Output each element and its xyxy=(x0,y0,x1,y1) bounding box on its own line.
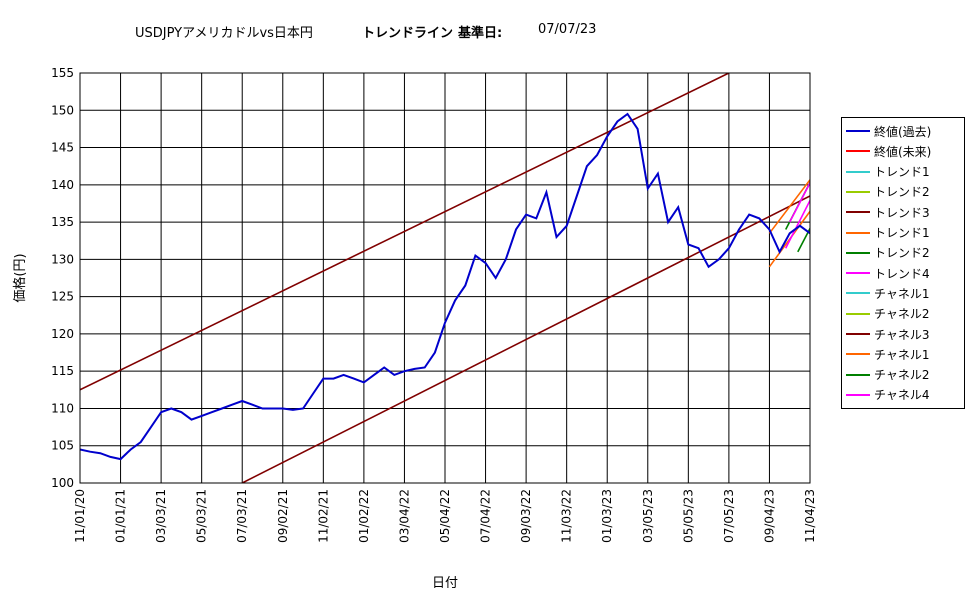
chart-title: USDJPYアメリカドルvs日本円 xyxy=(135,26,313,41)
x-axis-label: 日付 xyxy=(432,576,458,591)
x-tick-label: 11/02/21 xyxy=(316,489,330,543)
y-tick-label: 115 xyxy=(51,364,74,378)
base-date-label: 基準日: xyxy=(458,26,503,41)
legend-item: チャネル1 xyxy=(846,345,930,363)
legend-swatch xyxy=(846,251,870,254)
plot-lines xyxy=(80,73,810,483)
base-date: 07/07/23 xyxy=(538,22,597,37)
x-tick-label: 09/03/22 xyxy=(519,489,533,543)
y-tick-label: 130 xyxy=(51,252,74,266)
legend-label: トレンド3 xyxy=(874,205,930,220)
grid-lines xyxy=(79,72,811,484)
legend-label: トレンド2 xyxy=(874,246,930,261)
x-tick-label: 01/01/21 xyxy=(114,489,128,543)
y-tick-label: 110 xyxy=(51,401,74,415)
legend-label: チャネル1 xyxy=(874,286,930,301)
x-tick-label: 11/04/23 xyxy=(803,489,817,543)
y-tick-label: 150 xyxy=(51,103,74,117)
x-tick-label: 05/05/23 xyxy=(681,489,695,543)
legend-label: トレンド1 xyxy=(874,165,930,180)
y-tick-label: 145 xyxy=(51,141,74,155)
legend-item: トレンド2 xyxy=(846,244,930,262)
series-line-10 xyxy=(241,195,810,483)
legend-label: トレンド4 xyxy=(874,266,930,281)
series-line-0 xyxy=(80,112,810,461)
legend-swatch xyxy=(846,312,870,315)
series-line-11 xyxy=(768,178,810,234)
legend-swatch xyxy=(846,190,870,193)
chart-subtitle: トレンドライン xyxy=(362,26,454,41)
x-tick-label: 07/04/22 xyxy=(479,489,493,543)
legend-label: 終値(未来) xyxy=(874,144,932,159)
legend-item: チャネル4 xyxy=(846,386,930,404)
legend-swatch xyxy=(846,272,870,275)
series-line-7 xyxy=(784,198,810,249)
x-tick-label: 05/03/21 xyxy=(195,489,209,543)
y-tick-label: 120 xyxy=(51,327,74,341)
series-line-13 xyxy=(788,181,810,223)
legend-label: トレンド1 xyxy=(874,226,930,240)
y-tick-label: 100 xyxy=(51,476,74,490)
legend-swatch xyxy=(846,150,870,153)
legend-swatch xyxy=(846,393,870,396)
x-tick-label: 03/05/23 xyxy=(641,489,655,543)
legend-label: チャネル2 xyxy=(874,307,930,322)
x-tick-label: 11/03/22 xyxy=(560,489,574,543)
x-tick-label: 09/04/23 xyxy=(762,489,776,543)
legend-swatch xyxy=(846,231,870,234)
legend-swatch xyxy=(846,333,870,335)
x-tick-label: 07/03/21 xyxy=(235,489,249,543)
legend-item: トレンド3 xyxy=(846,203,930,221)
legend-label: 終値(過去) xyxy=(874,124,932,139)
legend-label: チャネル4 xyxy=(874,388,930,403)
legend-label: トレンド2 xyxy=(874,185,930,200)
plot-frame xyxy=(79,72,811,484)
legend-item: チャネル2 xyxy=(846,366,930,384)
legend-label: チャネル1 xyxy=(874,347,930,362)
x-tick-label: 09/02/21 xyxy=(276,489,290,543)
legend-swatch xyxy=(846,292,870,295)
y-tick-label: 155 xyxy=(51,66,74,80)
legend-item: トレンド1 xyxy=(846,163,930,181)
legend-label: チャネル2 xyxy=(874,368,930,383)
x-tick-label: 01/03/23 xyxy=(600,489,614,543)
x-tick-label: 11/01/20 xyxy=(73,489,87,543)
x-tick-label: 03/04/22 xyxy=(397,489,411,543)
x-tick-label: 01/02/22 xyxy=(357,489,371,543)
x-tick-label: 05/04/22 xyxy=(438,489,452,543)
legend-label: チャネル3 xyxy=(874,327,930,342)
y-tick-label: 105 xyxy=(51,439,74,453)
y-tick-label: 125 xyxy=(51,290,74,304)
legend-swatch xyxy=(846,353,870,356)
y-tick-label: 140 xyxy=(51,178,74,192)
legend-item: トレンド2 xyxy=(846,183,930,201)
legend-swatch xyxy=(846,170,870,173)
legend-item: 終値(過去) xyxy=(846,122,931,140)
legend-item: トレンド4 xyxy=(846,264,930,282)
legend-swatch xyxy=(846,373,870,376)
x-tick-label: 07/05/23 xyxy=(722,489,736,543)
legend: 終値(過去) 終値(未来) トレンド1 トレンド2 トレンド3 トレンド1 トレンド2 トレン… xyxy=(841,117,965,409)
y-axis-label: 価格(円) xyxy=(12,253,28,302)
x-tick-labels: 11/01/20 01/01/21 03/03/21 05/03/21 07/03/21… xyxy=(73,489,817,543)
legend-item: チャネル1 xyxy=(846,284,930,302)
x-tick-label: 03/03/21 xyxy=(154,489,168,543)
y-tick-label: 135 xyxy=(51,215,74,229)
y-tick-labels: 100 105 110 115 120 125 130 135 140 145 150 155 xyxy=(51,66,74,490)
legend-item: 終値(未来) xyxy=(846,142,931,160)
legend-item: チャネル3 xyxy=(846,325,930,343)
series-line-4 xyxy=(80,73,730,391)
legend-item: トレンド1 xyxy=(846,224,930,242)
legend-swatch xyxy=(846,130,870,132)
legend-item: チャネル2 xyxy=(846,305,930,323)
legend-swatch xyxy=(846,211,870,214)
